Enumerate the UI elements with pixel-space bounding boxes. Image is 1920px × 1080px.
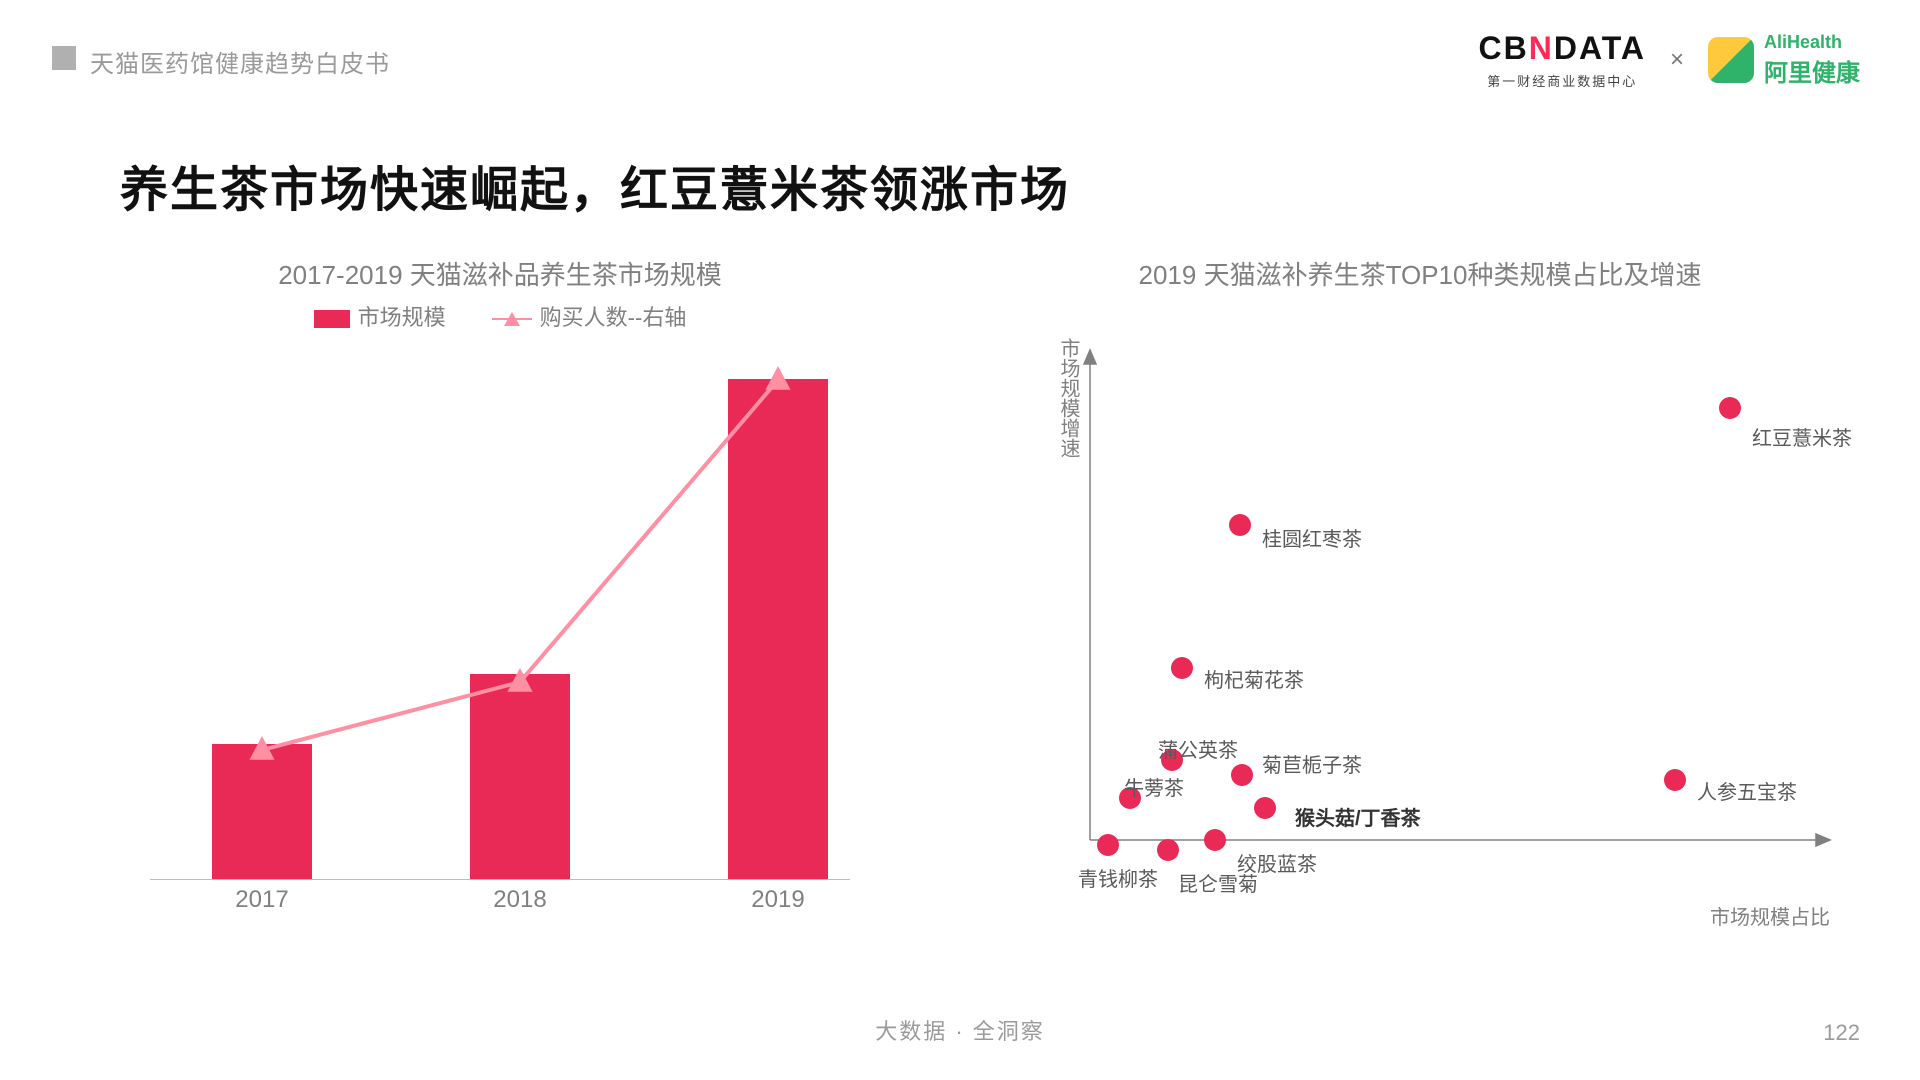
scatter-label: 青钱柳茶 — [1078, 863, 1158, 892]
scatter-point — [1254, 797, 1276, 819]
scatter-label: 昆仑雪菊 — [1178, 868, 1258, 897]
legend-swatch-bar — [314, 310, 350, 328]
header-marker — [52, 46, 76, 70]
page-title: 养生茶市场快速崛起，红豆薏米茶领涨市场 — [120, 150, 1070, 220]
scatter-label: 猴头菇/丁香茶 — [1295, 802, 1421, 831]
alihealth-icon — [1708, 37, 1754, 83]
scatter-point — [1097, 834, 1119, 856]
cbndata-logo: CBNDATA 第一财经商业数据中心 — [1479, 30, 1646, 90]
alihealth-en: AliHealth — [1764, 32, 1860, 53]
page-number: 122 — [1823, 1020, 1860, 1046]
scatter-label: 牛蒡茶 — [1124, 772, 1184, 801]
right-chart: 市场规模增速 市场规模占比 红豆薏米茶桂圆红枣茶枸杞菊花茶人参五宝茶蒲公英茶菊苣… — [1060, 330, 1840, 930]
scatter-point — [1171, 657, 1193, 679]
scatter-label: 枸杞菊花茶 — [1204, 664, 1304, 693]
scatter-point — [1204, 829, 1226, 851]
scatter-label: 人参五宝茶 — [1697, 776, 1797, 805]
cbndata-wordmark: CBNDATA — [1479, 30, 1646, 67]
header-doc-title: 天猫医药馆健康趋势白皮书 — [90, 44, 390, 79]
cbndata-subtitle: 第一财经商业数据中心 — [1487, 71, 1637, 90]
footer-text: 大数据 · 全洞察 — [0, 1014, 1920, 1046]
logo-separator: × — [1670, 46, 1684, 74]
logo-block: CBNDATA 第一财经商业数据中心 × AliHealth 阿里健康 — [1479, 30, 1860, 90]
right-chart-svg — [1060, 330, 1840, 930]
scatter-point — [1229, 514, 1251, 536]
left-chart-line — [150, 350, 850, 920]
scatter-label: 菊苣栀子茶 — [1262, 749, 1362, 778]
left-chart: 201720182019 — [150, 350, 850, 920]
right-chart-title: 2019 天猫滋补养生茶TOP10种类规模占比及增速 — [1000, 255, 1840, 292]
legend-item-line: 购买人数--右轴 — [492, 300, 687, 332]
scatter-label: 桂圆红枣茶 — [1262, 523, 1362, 552]
scatter-point — [1157, 839, 1179, 861]
legend-item-bar: 市场规模 — [314, 300, 446, 332]
scatter-label: 红豆薏米茶 — [1752, 422, 1852, 451]
legend-swatch-line — [492, 318, 532, 320]
left-chart-title: 2017-2019 天猫滋补品养生茶市场规模 — [120, 255, 880, 292]
scatter-label: 蒲公英茶 — [1158, 734, 1238, 763]
alihealth-logo: AliHealth 阿里健康 — [1708, 32, 1860, 88]
scatter-point — [1231, 764, 1253, 786]
slide: 天猫医药馆健康趋势白皮书 CBNDATA 第一财经商业数据中心 × AliHea… — [0, 0, 1920, 1080]
scatter-point — [1719, 397, 1741, 419]
alihealth-cn: 阿里健康 — [1764, 53, 1860, 88]
scatter-point — [1664, 769, 1686, 791]
left-chart-legend: 市场规模 购买人数--右轴 — [120, 300, 880, 332]
